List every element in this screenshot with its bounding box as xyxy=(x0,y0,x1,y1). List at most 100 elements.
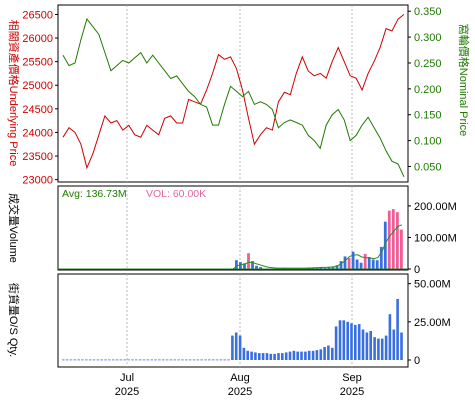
os-qty-bar xyxy=(319,349,323,360)
volume-bar xyxy=(355,259,359,269)
os-qty-bar xyxy=(346,321,349,360)
volume-bar xyxy=(319,267,323,269)
os-qty-bar xyxy=(123,359,127,361)
y-right-tick-label: 0.350 xyxy=(414,6,442,18)
os-qty-bar xyxy=(181,359,184,361)
os-qty-bar xyxy=(361,329,365,360)
os-qty-bar xyxy=(377,338,380,360)
volume-axis-title: 成交量Volume xyxy=(7,193,21,263)
os-qty-bar xyxy=(304,351,307,360)
os-qty-bar xyxy=(211,359,215,361)
os-qty-bar xyxy=(380,338,384,360)
os-qty-bar xyxy=(373,337,376,360)
os-qty-bar xyxy=(85,359,88,361)
os-qty-bar xyxy=(307,350,311,360)
volume-bar xyxy=(367,257,371,269)
volume-bar xyxy=(359,262,363,269)
os-qty-bar xyxy=(311,350,315,360)
os-qty-bar xyxy=(69,359,73,361)
os-qty-bar xyxy=(384,335,388,360)
y-left-tick-label: 23000 xyxy=(22,175,53,187)
os-qty-bar xyxy=(238,335,242,360)
os-qty-bar xyxy=(269,353,273,360)
volume-bar xyxy=(331,266,335,269)
y-left-tick-label: 25000 xyxy=(22,80,53,92)
os-qty-bar xyxy=(400,332,403,360)
os-qty-bar xyxy=(323,347,326,360)
volume-bar xyxy=(391,209,395,269)
os-qty-bar xyxy=(62,359,65,361)
os-qty-bar xyxy=(131,359,134,361)
os-qty-bar xyxy=(250,351,253,360)
volume-bar xyxy=(347,258,351,269)
os-qty-tick-label: 50.00M xyxy=(414,279,451,291)
volume-bar xyxy=(243,263,246,269)
os-qty-bar xyxy=(146,359,150,361)
os-qty-tick-label: 0 xyxy=(414,355,420,367)
os-qty-bar xyxy=(88,359,92,361)
volume-tick-label: 0 xyxy=(414,264,420,276)
os-qty-bar xyxy=(165,359,169,361)
os-qty-bar xyxy=(354,324,357,360)
volume-bar xyxy=(235,260,238,269)
y-right-tick-label: 0.150 xyxy=(414,110,442,122)
os-qty-bar xyxy=(265,353,269,360)
volume-bar xyxy=(335,265,339,269)
os-qty-bar xyxy=(100,359,103,361)
os-qty-bar xyxy=(142,359,146,361)
y-left-tick-label: 25500 xyxy=(22,57,53,69)
volume-bar xyxy=(239,262,242,269)
os-qty-bar xyxy=(154,359,157,361)
x-tick-month: Sep xyxy=(342,372,362,384)
os-qty-bar xyxy=(338,320,342,360)
os-qty-axis-title: 街貨量O/S Qty. xyxy=(7,283,21,357)
os-qty-bar xyxy=(173,359,176,361)
os-qty-bar xyxy=(342,320,346,360)
volume-bar xyxy=(327,267,331,269)
os-qty-bar xyxy=(315,350,319,360)
os-qty-bar xyxy=(281,353,284,360)
os-qty-bar xyxy=(127,359,130,361)
os-qty-bar xyxy=(108,359,111,361)
underlying-price-line xyxy=(62,14,405,170)
os-qty-bar xyxy=(65,359,69,361)
os-qty-bar xyxy=(388,314,392,360)
os-qty-bar xyxy=(115,359,119,361)
volume-bar xyxy=(363,253,367,269)
volume-bar xyxy=(259,267,262,269)
y-right-tick-label: 0.050 xyxy=(414,161,442,173)
os-qty-bar xyxy=(227,359,230,361)
os-qty-bar xyxy=(81,359,84,361)
volume-bar xyxy=(339,261,343,269)
os-qty-bar xyxy=(135,359,138,361)
os-qty-bar xyxy=(296,351,299,360)
os-qty-bar xyxy=(73,359,77,361)
os-qty-bar xyxy=(185,359,188,361)
y-left-tick-label: 26500 xyxy=(22,9,53,21)
volume-bar xyxy=(371,259,375,269)
os-qty-bar xyxy=(396,298,399,360)
os-qty-bar xyxy=(92,359,96,361)
os-qty-bar xyxy=(104,359,107,361)
volume-bar xyxy=(383,221,387,269)
volume-bar xyxy=(343,256,347,269)
y-left-tick-label: 24500 xyxy=(22,104,53,116)
os-qty-bar xyxy=(392,329,396,360)
os-qty-bar xyxy=(112,359,115,361)
os-qty-bar xyxy=(357,324,361,360)
os-qty-bar xyxy=(161,359,165,361)
os-qty-bar xyxy=(292,350,296,360)
volume-bar xyxy=(255,265,258,269)
os-qty-tick-label: 25.00M xyxy=(414,317,451,329)
panel-frame-3 xyxy=(57,273,409,368)
volume-bar xyxy=(351,251,355,269)
volume-bar xyxy=(375,260,379,269)
os-qty-bar xyxy=(138,359,142,361)
os-qty-bar xyxy=(196,359,200,361)
os-qty-bar xyxy=(234,332,238,360)
os-qty-bar xyxy=(177,359,180,361)
os-qty-bar xyxy=(277,353,280,360)
volume-bar xyxy=(311,267,315,269)
volume-tick-label: 100.00M xyxy=(414,232,457,244)
